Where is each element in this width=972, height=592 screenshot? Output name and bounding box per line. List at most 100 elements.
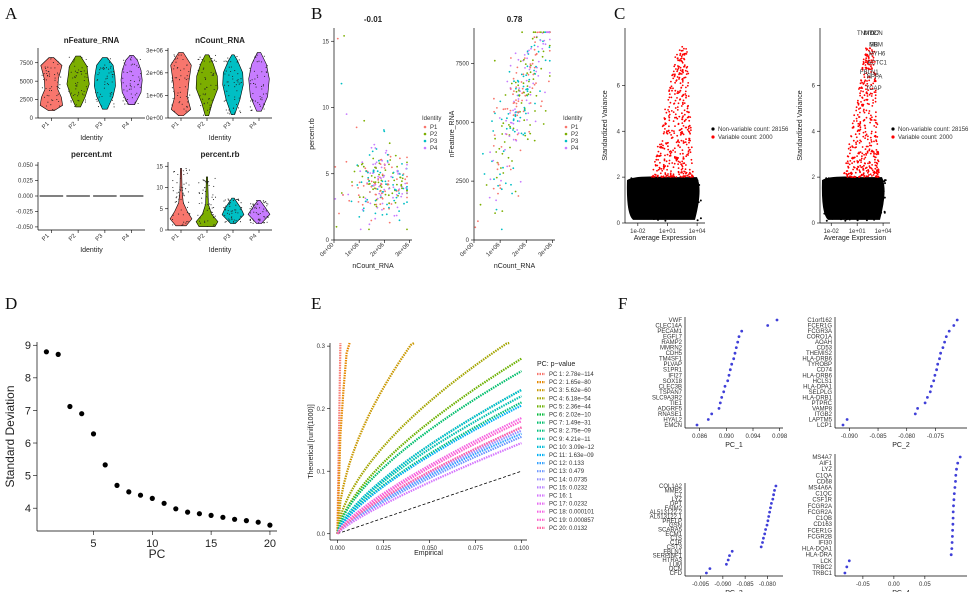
loading-point xyxy=(950,541,954,544)
variable-gene-point xyxy=(846,170,849,172)
cell-point xyxy=(508,165,511,167)
cell-point xyxy=(177,94,179,97)
cell-point xyxy=(249,106,251,108)
cell-point xyxy=(512,122,515,125)
variable-gene-point xyxy=(669,101,672,104)
non-variable-gene-point xyxy=(681,183,684,186)
cell-point xyxy=(518,87,521,89)
variable-gene-point xyxy=(849,149,852,152)
variable-gene-point xyxy=(679,69,682,72)
x-tick-label: P2 xyxy=(68,233,78,243)
cell-point xyxy=(517,100,520,103)
y-tick-label: 9 xyxy=(25,340,31,352)
cell-point xyxy=(208,56,211,58)
variable-gene-point xyxy=(863,94,866,97)
variable-gene-point xyxy=(686,116,689,119)
cell-point xyxy=(237,198,239,200)
cell-point xyxy=(124,98,126,100)
non-variable-gene-point xyxy=(685,198,688,200)
cell-point xyxy=(236,56,238,58)
cell-point xyxy=(240,81,243,83)
cell-point xyxy=(489,151,491,154)
cell-point xyxy=(406,228,408,231)
cell-point xyxy=(526,138,529,141)
cell-point xyxy=(516,111,519,114)
cell-point xyxy=(54,74,56,76)
variable-gene-point xyxy=(673,147,676,150)
non-variable-gene-point xyxy=(644,185,647,188)
cell-point xyxy=(229,111,231,113)
non-variable-gene-point xyxy=(636,182,639,185)
variable-gene-point xyxy=(683,76,686,79)
cell-point xyxy=(396,178,398,181)
cell-point xyxy=(386,203,388,206)
cell-point xyxy=(130,71,133,73)
legend-label: PC 10: 3.09e−12 xyxy=(549,445,595,451)
cell-point xyxy=(171,80,173,82)
cell-point xyxy=(203,67,205,69)
cell-point xyxy=(210,60,212,62)
cell-point xyxy=(535,65,537,68)
pc-sd-point xyxy=(79,411,85,417)
cell-point xyxy=(228,203,230,205)
cell-point xyxy=(515,111,517,113)
cell-point xyxy=(533,44,536,47)
variable-gene-point xyxy=(869,88,872,90)
cell-point xyxy=(406,190,408,192)
y-tick-label: 2 xyxy=(617,175,621,181)
variable-gene-point xyxy=(869,144,871,147)
cell-point xyxy=(357,194,360,197)
cell-point xyxy=(523,57,526,59)
variable-gene-point xyxy=(678,59,681,62)
non-variable-gene-point xyxy=(851,196,854,199)
pc-sd-point xyxy=(90,431,97,437)
cell-point xyxy=(533,66,536,69)
variable-gene-point xyxy=(868,103,870,106)
loading-point xyxy=(734,346,738,349)
violin-p2 xyxy=(66,55,90,108)
variable-gene-point xyxy=(681,149,684,152)
cell-point xyxy=(211,207,213,209)
gene-label: TCAP xyxy=(866,86,882,92)
loading-point xyxy=(950,547,954,550)
panel-letter-d: D xyxy=(5,294,17,313)
gene-label: ACTC1 xyxy=(867,61,887,67)
loading-point xyxy=(951,528,954,532)
cell-point xyxy=(499,184,501,187)
x-tick-label: P4 xyxy=(122,121,132,131)
x-tick-label: 1e-02 xyxy=(824,229,840,235)
y-tick-label: 5 xyxy=(326,172,330,178)
legend-label: PC 11: 1.63e−09 xyxy=(549,453,594,459)
outlier-point xyxy=(496,168,499,171)
non-variable-gene-point xyxy=(655,179,658,182)
pc-qq-curve xyxy=(336,395,523,535)
variable-gene-point xyxy=(671,136,674,139)
cell-point xyxy=(494,112,496,115)
cell-point xyxy=(211,99,213,101)
outlier-point xyxy=(363,119,366,122)
cell-point xyxy=(520,102,523,104)
variable-gene-point xyxy=(867,171,869,174)
cell-point xyxy=(509,168,512,171)
variable-gene-point xyxy=(685,73,688,75)
cell-point xyxy=(250,100,252,102)
variable-gene-point xyxy=(869,173,872,176)
variable-gene-point xyxy=(670,85,673,88)
variable-gene-point xyxy=(686,84,689,87)
cell-point xyxy=(362,207,365,210)
variable-gene-point xyxy=(686,107,689,110)
variable-gene-point xyxy=(872,102,874,104)
cell-point xyxy=(499,187,502,190)
cell-point xyxy=(133,80,135,82)
variable-gene-point xyxy=(876,143,879,145)
variable-gene-point xyxy=(681,101,684,104)
variable-gene-point xyxy=(678,76,681,79)
pc-sd-point xyxy=(161,500,167,506)
cell-point xyxy=(208,208,210,210)
cell-point xyxy=(203,187,206,189)
variable-gene-point xyxy=(867,162,869,165)
cell-point xyxy=(523,106,526,109)
cell-point xyxy=(251,79,253,81)
cell-point xyxy=(197,214,199,216)
